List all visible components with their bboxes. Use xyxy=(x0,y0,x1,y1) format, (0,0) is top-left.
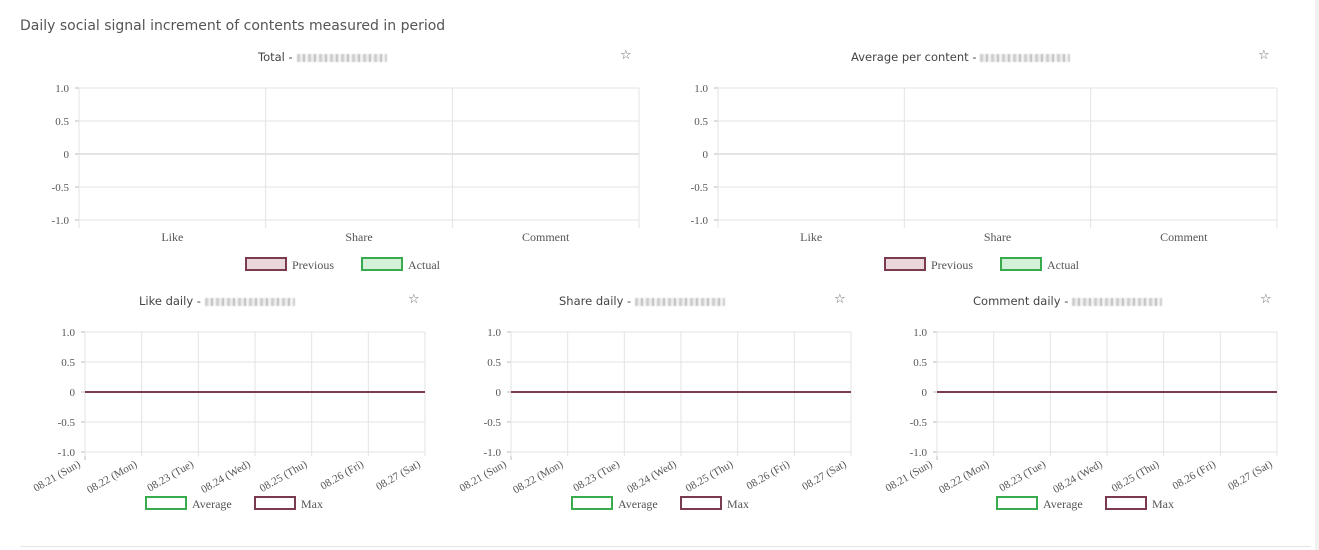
x-tick-label: 08.24 (Wed) xyxy=(1051,458,1105,496)
y-tick-label: -1.0 xyxy=(52,215,70,227)
legend-label: Max xyxy=(727,497,749,511)
x-tick-label: 08.26 (Fri) xyxy=(1171,458,1219,492)
legend-swatch xyxy=(884,257,926,271)
y-tick-label: 1.0 xyxy=(55,83,69,95)
y-tick-label: 0 xyxy=(922,387,928,399)
legend-swatch xyxy=(361,257,403,271)
legend-label: Previous xyxy=(931,258,973,272)
y-tick-label: 0.5 xyxy=(55,116,69,128)
redacted-text xyxy=(1072,297,1163,306)
legend-swatch xyxy=(1000,257,1042,271)
y-tick-label: 0 xyxy=(70,387,76,399)
y-tick-label: 1.0 xyxy=(694,83,708,95)
favorite-star-icon[interactable]: ☆ xyxy=(408,292,420,307)
redacted-text xyxy=(204,297,295,306)
legend-swatch xyxy=(245,257,287,271)
x-category-label: Share xyxy=(345,230,372,244)
y-tick-label: 0 xyxy=(703,149,709,161)
favorite-star-icon[interactable]: ☆ xyxy=(1258,48,1270,63)
section-title: Daily social signal increment of content… xyxy=(20,18,446,34)
share-chart-title: Share daily - xyxy=(559,294,726,308)
y-tick-label: -1.0 xyxy=(691,215,709,227)
y-tick-label: -1.0 xyxy=(484,447,502,459)
y-tick-label: 0.5 xyxy=(694,116,708,128)
total-chart-title: Total - xyxy=(258,50,387,64)
comment-chart-title: Comment daily - xyxy=(973,294,1163,308)
x-tick-label: 08.23 (Tue) xyxy=(997,458,1048,494)
x-category-label: Comment xyxy=(1160,230,1208,244)
legend-label: Max xyxy=(301,497,323,511)
share-chart-title-text: Share daily - xyxy=(559,294,632,308)
y-tick-label: 0 xyxy=(64,149,70,161)
y-tick-label: -1.0 xyxy=(910,447,928,459)
y-tick-label: 1.0 xyxy=(61,327,75,339)
average-chart-title: Average per content - xyxy=(851,50,1071,64)
legend-swatch xyxy=(571,496,613,510)
x-category-label: Share xyxy=(984,230,1011,244)
comment-chart-title-text: Comment daily - xyxy=(973,294,1069,308)
favorite-star-icon[interactable]: ☆ xyxy=(1260,292,1272,307)
scrollbar-track[interactable] xyxy=(1315,0,1319,550)
y-tick-label: 0.5 xyxy=(61,357,75,369)
legend-label: Actual xyxy=(1047,258,1080,272)
y-tick-label: 0.5 xyxy=(487,357,501,369)
legend-swatch xyxy=(145,496,187,510)
redacted-text xyxy=(296,53,387,62)
favorite-star-icon[interactable]: ☆ xyxy=(620,48,632,63)
legend-swatch xyxy=(680,496,722,510)
y-tick-label: 1.0 xyxy=(487,327,501,339)
x-category-label: Like xyxy=(161,230,183,244)
y-tick-label: 0.5 xyxy=(913,357,927,369)
legend-label: Max xyxy=(1152,497,1174,511)
legend-label: Average xyxy=(618,497,658,511)
x-tick-label: 08.21 (Sun) xyxy=(884,458,935,495)
y-tick-label: -0.5 xyxy=(484,417,502,429)
x-category-label: Like xyxy=(800,230,822,244)
x-tick-label: 08.27 (Sat) xyxy=(1226,458,1275,493)
y-tick-label: -0.5 xyxy=(58,417,76,429)
legend-swatch xyxy=(1105,496,1147,510)
x-tick-label: 08.25 (Thu) xyxy=(1110,458,1162,495)
legend-swatch xyxy=(996,496,1038,510)
y-tick-label: -1.0 xyxy=(58,447,76,459)
total-chart-title-text: Total - xyxy=(258,50,293,64)
legend-label: Average xyxy=(192,497,232,511)
legend-label: Previous xyxy=(292,258,334,272)
bottom-divider xyxy=(20,546,1311,547)
redacted-text xyxy=(980,53,1071,62)
redacted-text xyxy=(635,297,726,306)
average-chart-title-text: Average per content - xyxy=(851,50,977,64)
favorite-star-icon[interactable]: ☆ xyxy=(834,292,846,307)
like-chart-title-text: Like daily - xyxy=(139,294,201,308)
y-tick-label: -0.5 xyxy=(691,182,709,194)
y-tick-label: -0.5 xyxy=(910,417,928,429)
x-category-label: Comment xyxy=(522,230,570,244)
y-tick-label: -0.5 xyxy=(52,182,70,194)
legend-label: Average xyxy=(1043,497,1083,511)
legend-swatch xyxy=(254,496,296,510)
x-tick-label: 08.22 (Mon) xyxy=(937,458,991,496)
y-tick-label: 0 xyxy=(496,387,502,399)
y-tick-label: 1.0 xyxy=(913,327,927,339)
like-chart-title: Like daily - xyxy=(139,294,295,308)
legend-label: Actual xyxy=(408,258,441,272)
